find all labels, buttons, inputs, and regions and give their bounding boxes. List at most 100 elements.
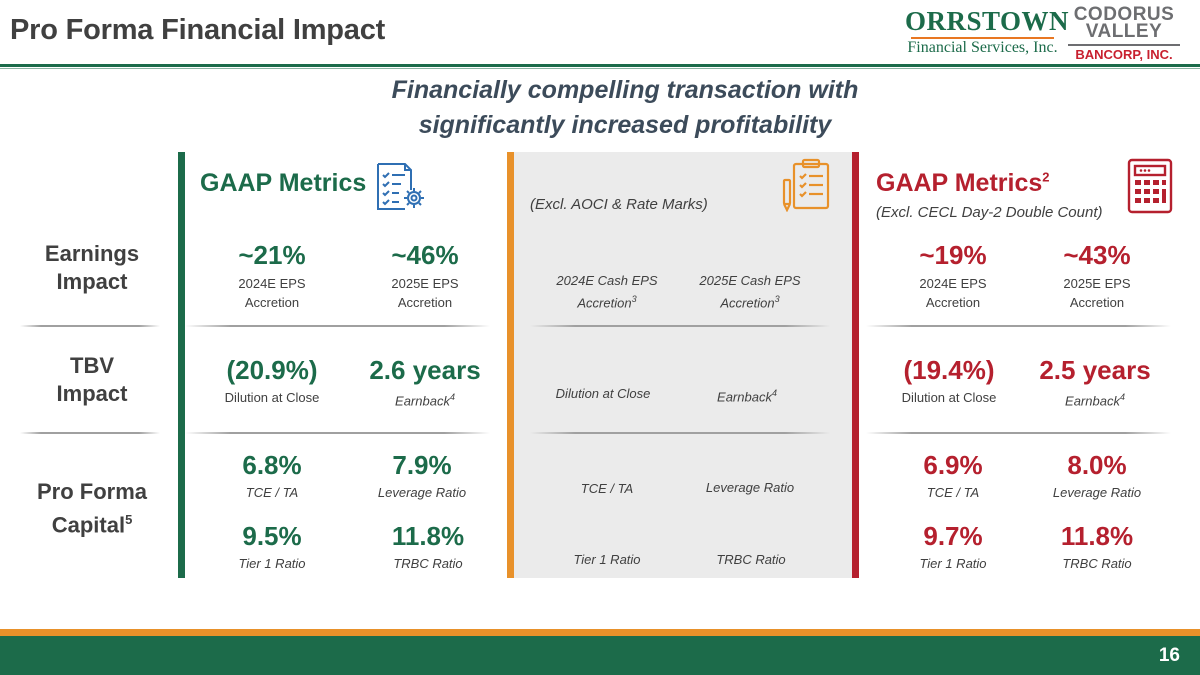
gaap-leverage: 7.9% Leverage Ratio — [347, 450, 497, 502]
page-title: Pro Forma Financial Impact — [10, 14, 386, 46]
row-divider-left-1 — [20, 325, 160, 327]
orrstown-logo-name: ORRSTOWN — [905, 6, 1070, 36]
row-header-earnings: Earnings Impact — [17, 240, 167, 296]
codorus-logo-line1: CODORUS — [1073, 4, 1175, 25]
gaap2-eps-2024: ~19% 2024E EPS Accretion — [878, 240, 1028, 312]
gaap2-tier1: 9.7% Tier 1 Ratio — [878, 521, 1028, 573]
gaap2-eps-2025-label2: Accretion — [1069, 295, 1125, 310]
row-capital-footnote: 5 — [125, 512, 133, 527]
headline-line-2: significantly increased profitability — [418, 111, 832, 139]
calculator-icon — [1127, 158, 1173, 214]
middle-earnback-footnote: 4 — [771, 388, 777, 398]
row-tbv-line1: TBV — [70, 353, 114, 378]
orrstown-logo: ORRSTOWN Financial Services, Inc. — [905, 6, 1070, 58]
middle-column-bar — [507, 152, 514, 578]
gaap2-metrics-title: GAAP Metrics2 — [876, 169, 1050, 198]
gaap2-dilution: (19.4%) Dilution at Close — [874, 355, 1024, 407]
orrstown-logo-subtitle: Financial Services, Inc. — [907, 39, 1058, 56]
checklist-gear-icon — [377, 163, 424, 210]
gaap-dilution-label: Dilution at Close — [224, 390, 320, 405]
gaap2-earnback-label-text: Earnback — [1065, 393, 1120, 409]
row-divider-middle-1 — [530, 325, 830, 327]
gaap2-earnback-value: 2.5 years — [1039, 355, 1151, 385]
gaap-tier1-value: 9.5% — [242, 521, 302, 551]
codorus-valley-logo: CODORUS VALLEY BANCORP, INC. — [1068, 4, 1180, 62]
middle-trbc-label: TRBC Ratio — [716, 552, 786, 567]
gaap2-tier1-label: Tier 1 Ratio — [919, 556, 987, 571]
gaap2-dilution-label: Dilution at Close — [901, 390, 997, 405]
clipboard-checklist-icon — [782, 158, 830, 212]
gaap-tier1: 9.5% Tier 1 Ratio — [197, 521, 347, 573]
gaap-tce-value: 6.8% — [242, 450, 302, 480]
gaap2-eps-2024-value: ~19% — [919, 240, 987, 270]
gaap-eps-2024-value: ~21% — [238, 240, 306, 270]
middle-eps-2024-footnote: 3 — [631, 294, 637, 304]
gaap2-earnback-footnote: 4 — [1119, 392, 1125, 402]
middle-eps-2025-label2-text: Accretion — [720, 295, 775, 311]
gaap-tier1-label: Tier 1 Ratio — [238, 556, 306, 571]
footer-green-band — [0, 636, 1200, 675]
gaap2-trbc-value: 11.8% — [1060, 521, 1134, 551]
gaap2-eps-2024-label1: 2024E EPS — [919, 276, 987, 291]
row-capital-line2-text: Capital — [51, 512, 126, 538]
header-rule — [0, 64, 1200, 67]
gaap-metrics-title: GAAP Metrics — [200, 169, 367, 197]
row-divider-middle-2 — [530, 432, 830, 434]
row-divider-gaap-1 — [185, 325, 490, 327]
gaap2-trbc-label: TRBC Ratio — [1062, 556, 1132, 571]
row-divider-gaap2-1 — [866, 325, 1171, 327]
gaap2-title-text: GAAP Metrics — [876, 169, 1043, 197]
middle-tce-label: TCE / TA — [580, 481, 634, 496]
row-header-tbv: TBV Impact — [17, 352, 167, 408]
row-capital-line1: Pro Forma — [36, 479, 148, 504]
gaap2-tce-value: 6.9% — [923, 450, 983, 480]
gaap-leverage-label: Leverage Ratio — [377, 485, 467, 500]
gaap-earnback-label: Earnback4 — [345, 388, 505, 410]
middle-earnback-label: Earnback4 — [672, 384, 822, 406]
gaap2-trbc: 11.8% TRBC Ratio — [1022, 521, 1172, 573]
gaap-leverage-value: 7.9% — [392, 450, 452, 480]
gaap-earnback-footnote: 4 — [449, 392, 455, 402]
gaap2-eps-2025-value: ~43% — [1063, 240, 1131, 270]
gaap2-dilution-value: (19.4%) — [903, 355, 995, 385]
codorus-logo-line2: VALLEY — [1085, 21, 1163, 42]
gaap2-earnback-label: Earnback4 — [1015, 388, 1175, 410]
gaap2-eps-2025-label1: 2025E EPS — [1063, 276, 1131, 291]
gaap-eps-2025-label1: 2025E EPS — [391, 276, 459, 291]
gaap2-subtitle: (Excl. CECL Day-2 Double Count) — [876, 204, 1103, 221]
gaap-eps-2024-label2: Accretion — [244, 295, 300, 310]
gaap2-eps-2024-label2: Accretion — [925, 295, 981, 310]
gaap-eps-2025-label2: Accretion — [397, 295, 453, 310]
gaap-trbc-label: TRBC Ratio — [393, 556, 463, 571]
headline-line-1: Financially compelling transaction with — [391, 76, 859, 104]
gaap-eps-2024-label1: 2024E EPS — [238, 276, 306, 291]
gaap2-leverage-value: 8.0% — [1067, 450, 1127, 480]
middle-subtitle: (Excl. AOCI & Rate Marks) — [530, 196, 708, 213]
header-rule-thin — [0, 68, 1200, 69]
gaap2-tce-label: TCE / TA — [926, 485, 980, 500]
row-divider-left-2 — [20, 432, 160, 434]
gaap-dilution-value: (20.9%) — [226, 355, 318, 385]
gaap2-eps-2025: ~43% 2025E EPS Accretion — [1022, 240, 1172, 312]
gaap-earnback-value: 2.6 years — [369, 355, 481, 385]
page-number: 16 — [1158, 645, 1180, 666]
middle-panel-background — [514, 152, 852, 578]
gaap2-tce: 6.9% TCE / TA — [878, 450, 1028, 502]
gaap2-leverage: 8.0% Leverage Ratio — [1022, 450, 1172, 502]
row-earnings-line2: Impact — [56, 269, 128, 294]
gaap-trbc: 11.8% TRBC Ratio — [353, 521, 503, 573]
middle-dilution-label: Dilution at Close — [555, 386, 651, 401]
middle-eps-2025-footnote: 3 — [774, 294, 780, 304]
middle-tier1-label: Tier 1 Ratio — [573, 552, 641, 567]
gaap2-leverage-label: Leverage Ratio — [1052, 485, 1142, 500]
gaap2-tier1-value: 9.7% — [923, 521, 983, 551]
middle-eps-2024-label1: 2024E Cash EPS — [556, 273, 658, 288]
gaap-earnback-label-text: Earnback — [395, 393, 450, 409]
gaap2-title-footnote: 2 — [1042, 169, 1050, 185]
gaap2-earnback: 2.5 years Earnback4 — [1015, 355, 1175, 410]
middle-eps-2025-label2: Accretion3 — [675, 290, 825, 312]
orrstown-logo-rule — [911, 37, 1054, 39]
row-tbv-line2: Impact — [56, 381, 128, 406]
row-capital-line2: Capital5 — [17, 506, 167, 539]
middle-eps-2024-label2-text: Accretion — [577, 295, 632, 311]
